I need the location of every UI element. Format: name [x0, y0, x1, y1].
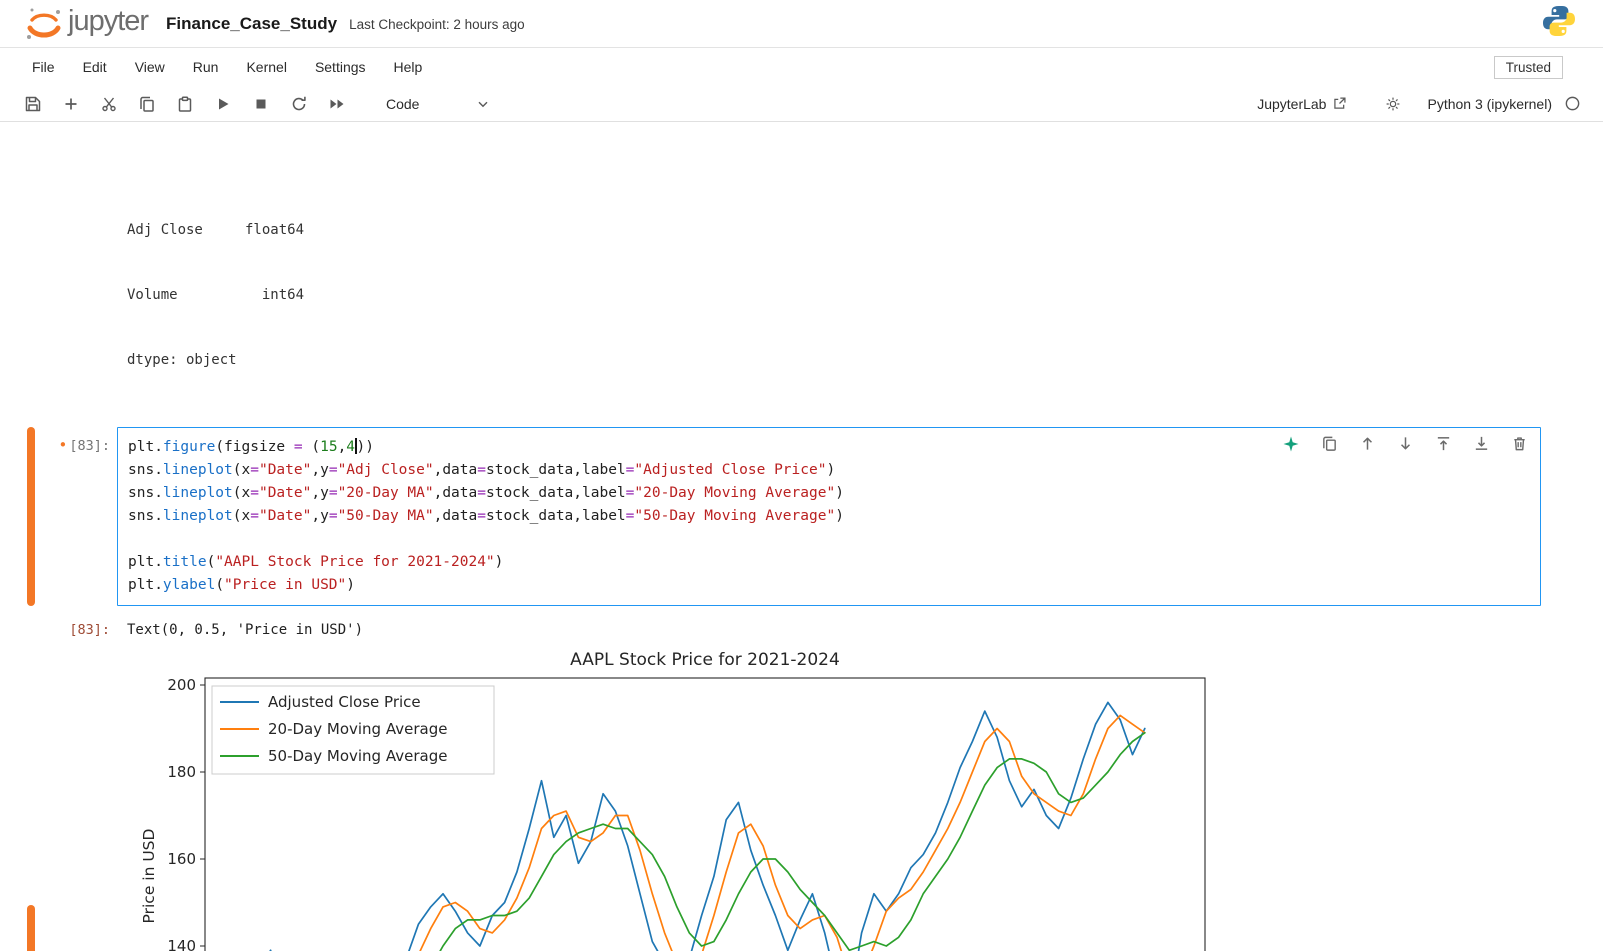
- kernel-status-icon[interactable]: [1564, 95, 1581, 112]
- restart-kernel-button[interactable]: [286, 91, 312, 117]
- cell-collapser[interactable]: [27, 427, 35, 607]
- move-cell-up-icon[interactable]: [1359, 435, 1376, 453]
- y-tick-label: 160: [167, 850, 196, 868]
- output-text: Text(0, 0.5, 'Price in USD'): [127, 622, 364, 639]
- execution-count: [83]:: [69, 438, 110, 455]
- chart-output-figure: AAPL Stock Price for 2021-20242021-01202…: [140, 648, 1230, 951]
- y-axis-label: Price in USD: [140, 829, 158, 924]
- python-logo-icon: [1541, 3, 1577, 44]
- menu-help[interactable]: Help: [393, 59, 423, 75]
- code-line[interactable]: plt.title("AAPL Stock Price for 2021-202…: [128, 554, 504, 571]
- add-cell-button[interactable]: [58, 91, 84, 117]
- interrupt-kernel-button[interactable]: [248, 91, 274, 117]
- next-cell-collapser[interactable]: [27, 905, 35, 951]
- insert-cell-below-icon[interactable]: [1473, 435, 1490, 453]
- jupyterlab-label: JupyterLab: [1257, 95, 1327, 112]
- legend-label: Adjusted Close Price: [268, 693, 421, 711]
- series-line: [439, 732, 1146, 951]
- paste-cells-button[interactable]: [172, 91, 198, 117]
- output-line: Volume int64: [127, 286, 305, 303]
- header: jupyter Finance_Case_Study Last Checkpoi…: [0, 0, 1603, 48]
- code-line[interactable]: sns.lineplot(x="Date",y="Adj Close",data…: [128, 462, 836, 479]
- open-in-jupyterlab-button[interactable]: JupyterLab: [1257, 96, 1347, 112]
- clipped-output-line: Close float64: [127, 165, 1603, 176]
- restart-and-run-all-button[interactable]: [324, 91, 350, 117]
- notebook-area: Close float64 Adj Close float64 Volume i…: [0, 122, 1603, 951]
- move-cell-down-icon[interactable]: [1397, 435, 1414, 453]
- duplicate-cell-icon[interactable]: [1321, 435, 1338, 453]
- menu-view[interactable]: View: [134, 59, 165, 75]
- y-tick-label: 140: [167, 937, 196, 951]
- external-link-icon: [1334, 97, 1347, 109]
- delete-cell-icon[interactable]: [1511, 435, 1528, 453]
- chevron-down-icon: [478, 101, 488, 107]
- modified-dot: •: [58, 436, 68, 455]
- code-line[interactable]: [128, 528, 1530, 551]
- kernel-name[interactable]: Python 3 (ipykernel): [1427, 95, 1552, 112]
- code-line[interactable]: sns.lineplot(x="Date",y="50-Day MA",data…: [128, 508, 844, 525]
- menu-kernel[interactable]: Kernel: [246, 59, 287, 75]
- menubar: File Edit View Run Kernel Settings Help …: [0, 48, 1603, 86]
- insert-cell-above-icon[interactable]: [1435, 435, 1452, 453]
- menu-edit[interactable]: Edit: [82, 59, 107, 75]
- cell-type-value: Code: [386, 95, 420, 112]
- code-line[interactable]: plt.figure(figsize = (15,4)): [128, 438, 374, 456]
- output-prompt: [83]:: [69, 622, 110, 639]
- jupyter-logo[interactable]: jupyter: [24, 4, 149, 44]
- menu-file[interactable]: File: [32, 59, 55, 75]
- settings-gear-icon[interactable]: [1385, 96, 1401, 112]
- chart-title: AAPL Stock Price for 2021-2024: [570, 650, 840, 670]
- toolbar-right: JupyterLab Python 3 (ipykernel): [1257, 95, 1581, 112]
- save-button[interactable]: [20, 91, 46, 117]
- menu-run[interactable]: Run: [192, 59, 219, 75]
- cell-toolbar: [1282, 435, 1528, 453]
- output-row: [83]: Text(0, 0.5, 'Price in USD'): [35, 622, 1541, 638]
- toolbar: Code JupyterLab Python 3 (ipykernel): [0, 86, 1603, 122]
- jupyter-wordmark: jupyter: [68, 5, 149, 37]
- copy-cells-button[interactable]: [134, 91, 160, 117]
- code-cell-row: • [83]: plt.figure(figsize = (15,4)) sns.l…: [27, 427, 1541, 607]
- y-tick-label: 200: [167, 676, 196, 694]
- trusted-button[interactable]: Trusted: [1493, 55, 1563, 79]
- stock-price-chart: AAPL Stock Price for 2021-20242021-01202…: [140, 650, 1206, 951]
- cut-cells-button[interactable]: [96, 91, 122, 117]
- input-prompt: • [83]:: [35, 427, 117, 606]
- run-cell-button[interactable]: [210, 91, 236, 117]
- series-line: [419, 714, 1146, 951]
- cell-type-dropdown[interactable]: Code: [386, 96, 491, 112]
- y-tick-label: 180: [167, 763, 196, 781]
- series-line: [269, 701, 1146, 951]
- text-cursor: [355, 438, 357, 455]
- notebook-title[interactable]: Finance_Case_Study: [166, 13, 338, 33]
- ai-sparkle-icon[interactable]: [1282, 435, 1300, 453]
- jupyter-logo-icon: [27, 8, 61, 39]
- code-line[interactable]: sns.lineplot(x="Date",y="20-Day MA",data…: [128, 485, 844, 502]
- menu-settings[interactable]: Settings: [314, 59, 366, 75]
- legend-label: 20-Day Moving Average: [268, 720, 447, 738]
- checkpoint-status: Last Checkpoint: 2 hours ago: [349, 17, 525, 32]
- code-cell-editor[interactable]: plt.figure(figsize = (15,4)) sns.lineplot…: [117, 427, 1541, 607]
- output-line: dtype: object: [127, 352, 237, 369]
- code-line[interactable]: plt.ylabel("Price in USD"): [128, 577, 355, 594]
- previous-cell-output: Close float64 Adj Close float64 Volume i…: [127, 122, 1603, 415]
- legend-label: 50-Day Moving Average: [268, 747, 447, 765]
- code-area[interactable]: plt.figure(figsize = (15,4)) sns.lineplot…: [128, 436, 1530, 597]
- output-line: Adj Close float64: [127, 221, 305, 238]
